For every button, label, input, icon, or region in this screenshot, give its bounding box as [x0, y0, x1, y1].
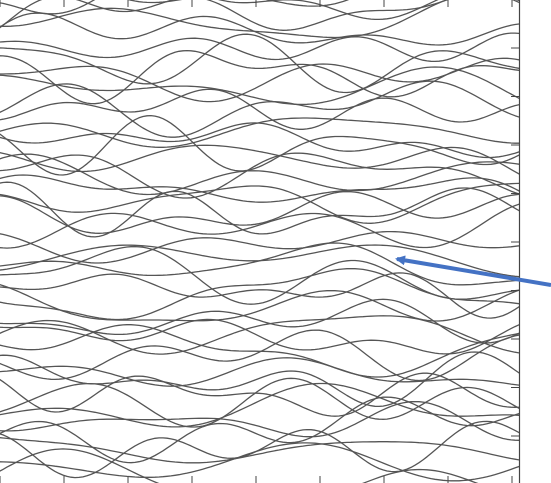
trace-group: [0, 0, 519, 483]
trace: [0, 315, 519, 355]
trace: [0, 144, 519, 175]
trace: [0, 351, 519, 408]
trace: [0, 122, 519, 159]
trace: [0, 182, 519, 224]
trace: [0, 12, 519, 46]
trace: [0, 88, 519, 130]
trace: [0, 242, 519, 286]
trace: [0, 80, 519, 138]
trace: [0, 382, 519, 428]
trace: [0, 377, 519, 428]
trace: [0, 442, 519, 482]
trace: [0, 329, 519, 382]
trace: [0, 174, 519, 203]
trace: [0, 0, 519, 39]
trace: [0, 372, 519, 417]
trace: [0, 66, 519, 106]
trace: [0, 114, 519, 176]
trace: [0, 32, 519, 63]
trace: [0, 396, 519, 464]
trace: [0, 324, 519, 378]
trace: [0, 203, 519, 249]
trace: [0, 152, 519, 199]
trace: [0, 0, 449, 31]
trace: [0, 448, 479, 483]
trace: [0, 33, 519, 94]
trace: [0, 272, 519, 319]
trace: [0, 0, 439, 21]
trace: [0, 57, 519, 103]
pointer-arrow: [395, 255, 551, 287]
trace: [0, 153, 519, 196]
trace: [0, 298, 519, 344]
trace: [0, 284, 519, 322]
trace: [0, 230, 519, 264]
trace: [0, 267, 519, 321]
tick-group: [0, 0, 519, 483]
trace: [0, 400, 519, 441]
trace: [0, 357, 519, 387]
trace: [0, 318, 519, 355]
trace: [0, 437, 519, 464]
trace: [0, 181, 519, 238]
trace: [0, 190, 519, 234]
